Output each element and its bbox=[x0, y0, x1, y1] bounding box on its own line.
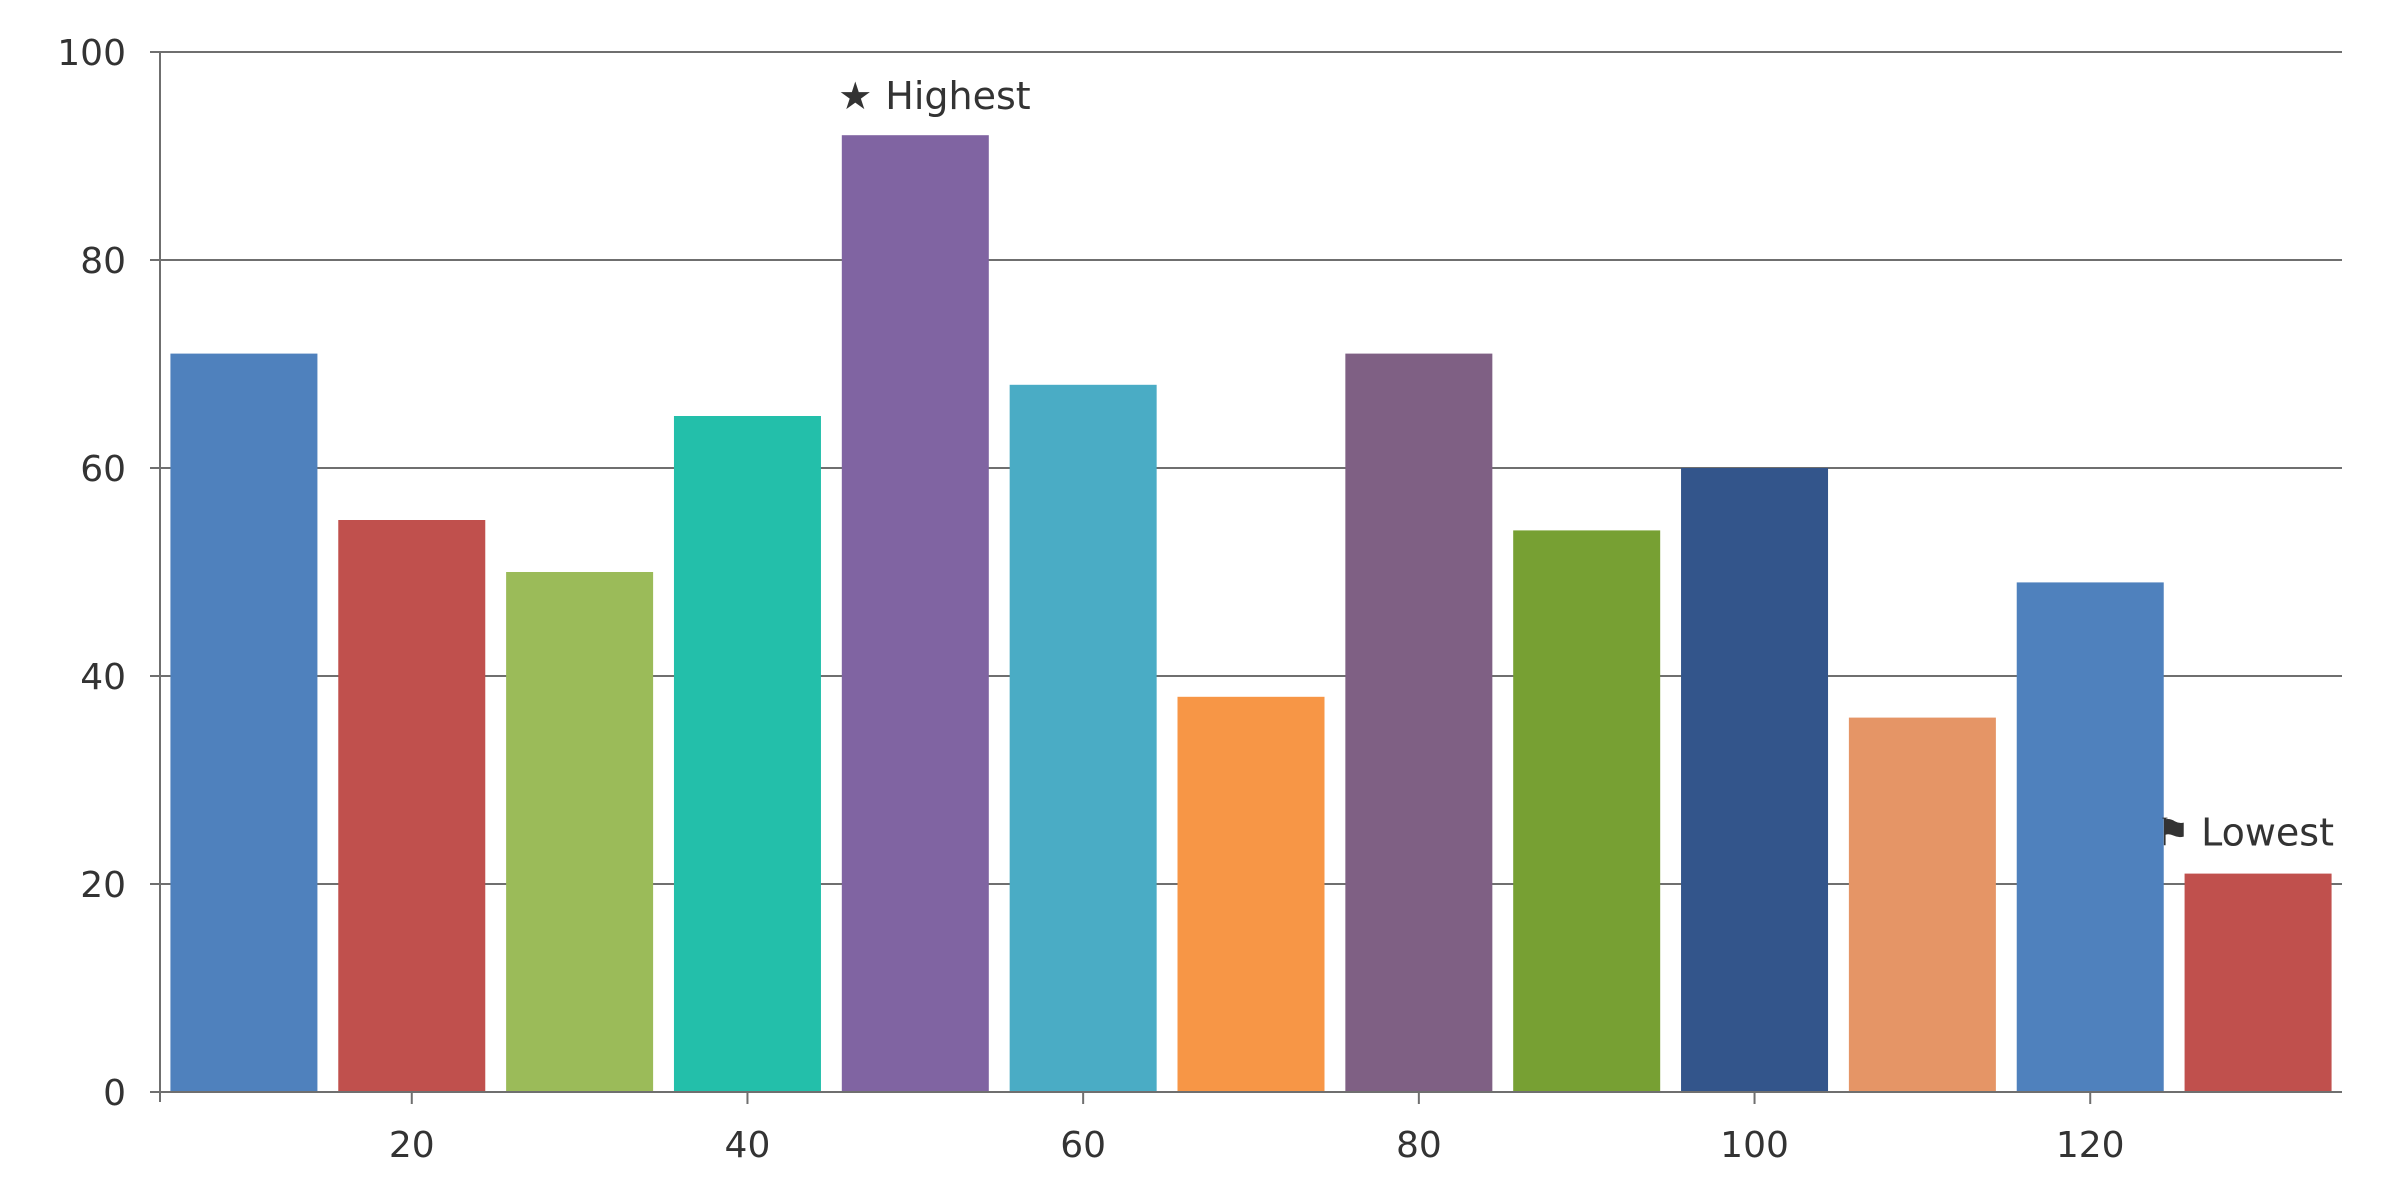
bar[interactable] bbox=[506, 572, 654, 1092]
y-tick-label: 20 bbox=[80, 865, 126, 906]
bar[interactable] bbox=[1009, 384, 1157, 1092]
y-tick-label: 100 bbox=[57, 33, 126, 74]
bar[interactable] bbox=[338, 520, 486, 1092]
bars bbox=[170, 135, 2332, 1093]
bar[interactable] bbox=[2016, 582, 2164, 1092]
y-tick-label: 0 bbox=[103, 1073, 126, 1114]
axes bbox=[150, 51, 2342, 1104]
bar[interactable] bbox=[1513, 530, 1661, 1092]
x-tick-label: 20 bbox=[389, 1125, 435, 1166]
bar[interactable] bbox=[1848, 717, 1996, 1092]
annotation: ★ Highest bbox=[838, 74, 1030, 118]
bar[interactable] bbox=[1681, 468, 1829, 1092]
y-tick-label: 80 bbox=[80, 241, 126, 282]
annotations: ★ Highest ⚑ Lowest bbox=[838, 74, 2334, 854]
bar[interactable] bbox=[841, 135, 989, 1092]
annotation-label: Highest bbox=[885, 74, 1030, 118]
flag-icon: ⚑ bbox=[2156, 811, 2190, 855]
annotation: ⚑ Lowest bbox=[2156, 811, 2334, 855]
bar[interactable] bbox=[1177, 696, 1325, 1092]
bar[interactable] bbox=[1345, 353, 1493, 1093]
y-tick-label: 60 bbox=[80, 449, 126, 490]
bar[interactable] bbox=[673, 416, 821, 1092]
bar[interactable] bbox=[170, 353, 318, 1093]
tick-labels: 0 20 40 60 80 100 20 40 60 80 100 120 bbox=[57, 33, 2124, 1166]
x-tick-label: 60 bbox=[1060, 1125, 1106, 1166]
x-tick-label: 40 bbox=[725, 1125, 771, 1166]
star-icon: ★ bbox=[838, 74, 872, 118]
annotation-label: Lowest bbox=[2201, 811, 2334, 855]
x-tick-label: 100 bbox=[1720, 1125, 1789, 1166]
x-tick-label: 120 bbox=[2056, 1125, 2125, 1166]
x-tick-label: 80 bbox=[1396, 1125, 1442, 1166]
bar[interactable] bbox=[2184, 873, 2332, 1092]
y-tick-label: 40 bbox=[80, 657, 126, 698]
